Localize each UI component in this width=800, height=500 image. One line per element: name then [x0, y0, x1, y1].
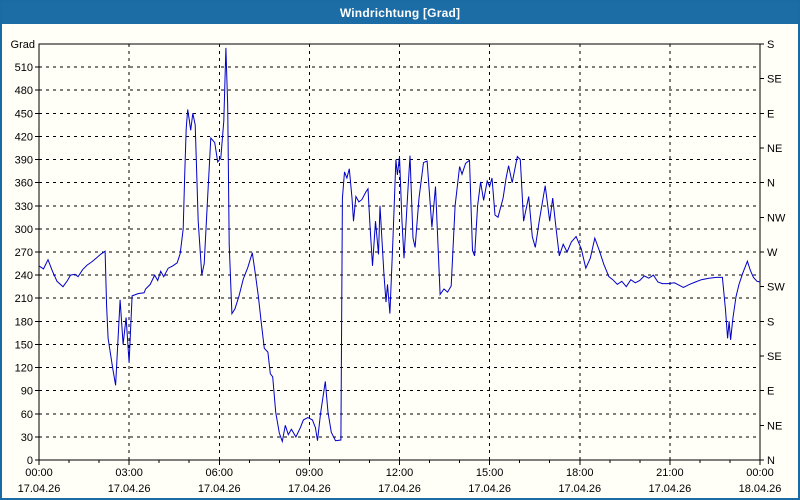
x-time-label: 09:00: [296, 467, 324, 479]
x-time-label: 18:00: [566, 467, 594, 479]
y-tick-label: 420: [15, 131, 33, 143]
y-tick-label: 450: [15, 108, 33, 120]
window-titlebar: Windrichtung [Grad]: [2, 2, 798, 24]
x-time-label: 00:00: [25, 467, 53, 479]
y-tick-label: 330: [15, 201, 33, 213]
y-tick-label: 60: [21, 409, 33, 421]
compass-tick-label: NW: [767, 212, 786, 224]
x-date-label: 17.04.26: [18, 483, 61, 495]
compass-tick-label: SE: [767, 74, 782, 86]
x-date-label: 17.04.26: [108, 483, 151, 495]
data-polyline: [38, 47, 761, 444]
y-tick-label: 210: [15, 293, 33, 305]
x-time-label: 15:00: [476, 467, 504, 479]
compass-tick-label: N: [767, 455, 775, 467]
compass-tick-label: NE: [767, 143, 782, 155]
plot-border: [38, 43, 761, 461]
chart-canvas: 0 30 60 90 120 150 180 210 240 270 300 330 360 390 420…: [11, 39, 786, 495]
y-tick-label: 270: [15, 247, 33, 259]
y-tick-label: 150: [15, 339, 33, 351]
y-tick-label: 390: [15, 155, 33, 167]
x-date-label: 17.04.26: [288, 483, 331, 495]
x-date-label: 17.04.26: [198, 483, 241, 495]
y-tick-label: 240: [15, 270, 33, 282]
y-tick-label: 360: [15, 178, 33, 190]
x-date-label: 17.04.26: [558, 483, 601, 495]
x-time-label: 03:00: [115, 467, 143, 479]
compass-tick-label: E: [767, 386, 774, 398]
y-tick-label: 480: [15, 85, 33, 97]
x-date-label: 17.04.26: [378, 483, 421, 495]
y-tick-label: 0: [27, 455, 33, 467]
x-time-label: 00:00: [746, 467, 774, 479]
y-tick-label: 300: [15, 224, 33, 236]
wind-direction-chart: 0 30 60 90 120 150 180 210 240 270 300 330 360 390 420…: [2, 24, 798, 498]
x-time-label: 06:00: [205, 467, 233, 479]
compass-tick-label: E: [767, 108, 774, 120]
y-tick-label: 90: [21, 386, 33, 398]
y-tick-label: 120: [15, 363, 33, 375]
x-date-label: 17.04.26: [648, 483, 691, 495]
y-tick-label: 30: [21, 432, 33, 444]
compass-tick-label: S: [767, 316, 774, 328]
x-date-label: 18.04.26: [739, 483, 782, 495]
x-time-label: 12:00: [386, 467, 414, 479]
y-tick-label: 180: [15, 316, 33, 328]
compass-tick-label: SW: [767, 282, 785, 294]
compass-tick-label: S: [767, 39, 774, 51]
compass-tick-label: NE: [767, 420, 782, 432]
compass-tick-label: SE: [767, 351, 782, 363]
y-tick-label: 510: [15, 62, 33, 74]
x-date-label: 17.04.26: [468, 483, 511, 495]
compass-tick-label: N: [767, 178, 775, 190]
y-axis-unit-label: Grad: [11, 39, 35, 51]
compass-tick-label: W: [767, 247, 778, 259]
window-title: Windrichtung [Grad]: [339, 6, 461, 20]
x-time-label: 21:00: [656, 467, 684, 479]
